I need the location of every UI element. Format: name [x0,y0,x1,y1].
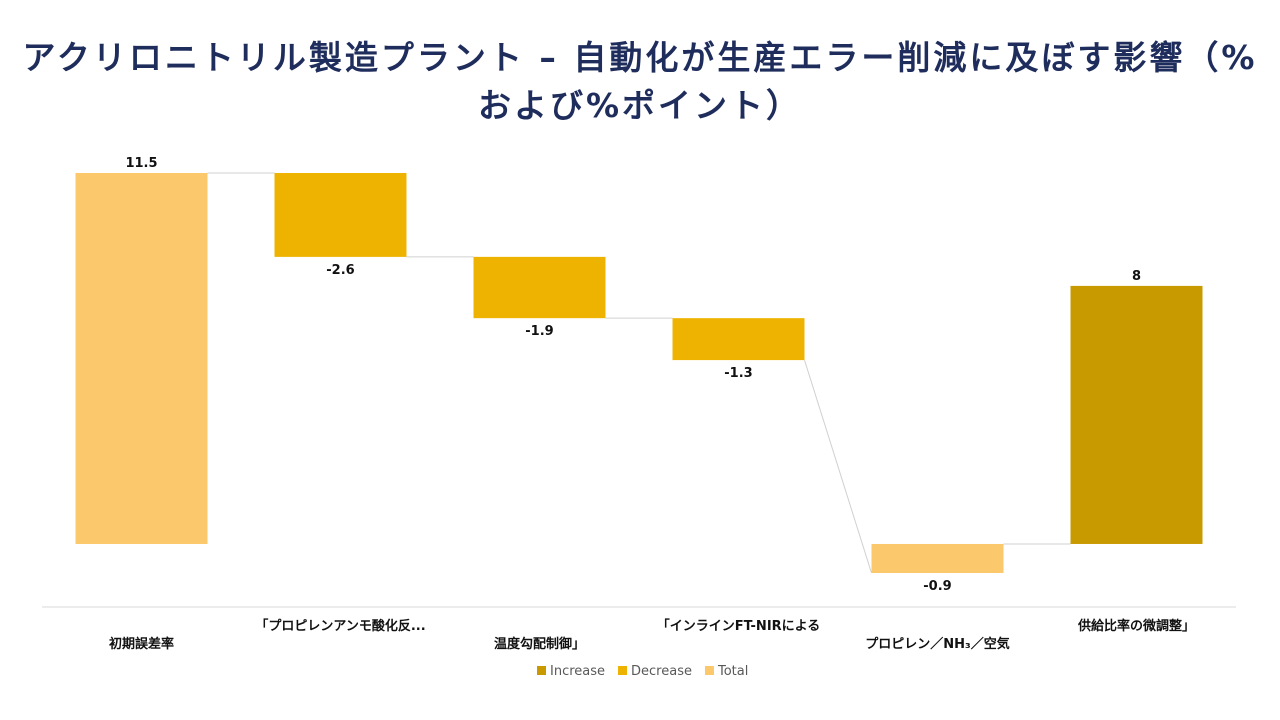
connector-lines [207,172,1071,574]
bar-total [75,173,208,544]
legend-swatch-total [704,666,714,675]
connector-line [804,359,872,574]
legend-swatch-increase [537,666,546,675]
bar-decrease [473,256,606,319]
bar-decrease [672,318,805,361]
legend: Increase Decrease Total [537,664,748,679]
legend-label-decrease: Decrease [631,664,692,679]
category-label: プロピレン／NH₃／空気 [865,636,1009,652]
category-label: 初期誤差率 [109,636,174,652]
category-label: 「プロピレンアンモ酸化反... [255,618,425,634]
category-label: 供給比率の微調整」 [1077,618,1195,634]
data-label: 11.5 [125,156,157,171]
bar-total [871,543,1004,573]
bars [75,173,1203,573]
data-label: 8 [1132,269,1141,284]
data-label: -2.6 [326,263,354,278]
data-label: -1.3 [724,366,752,381]
category-label: 温度勾配制御」 [494,636,585,652]
bar-decrease [274,173,407,257]
chart-title: アクリロニトリル製造プラント – 自動化が生産エラー削減に及ぼす影響（%および%… [22,38,1258,125]
data-labels: 11.5 -2.6 -1.9 -1.3 -0.9 8 [125,156,1141,594]
legend-swatch-decrease [618,666,628,675]
bar-increase [1070,285,1203,544]
legend-label-total: Total [717,664,748,679]
category-label: 「インラインFT-NIRによる [657,618,821,634]
legend-label-increase: Increase [550,664,605,679]
data-label: -1.9 [525,324,553,339]
category-labels: 初期誤差率 「プロピレンアンモ酸化反... 温度勾配制御」 「インラインFT-NIRに… [109,618,1195,652]
data-label: -0.9 [923,579,951,594]
